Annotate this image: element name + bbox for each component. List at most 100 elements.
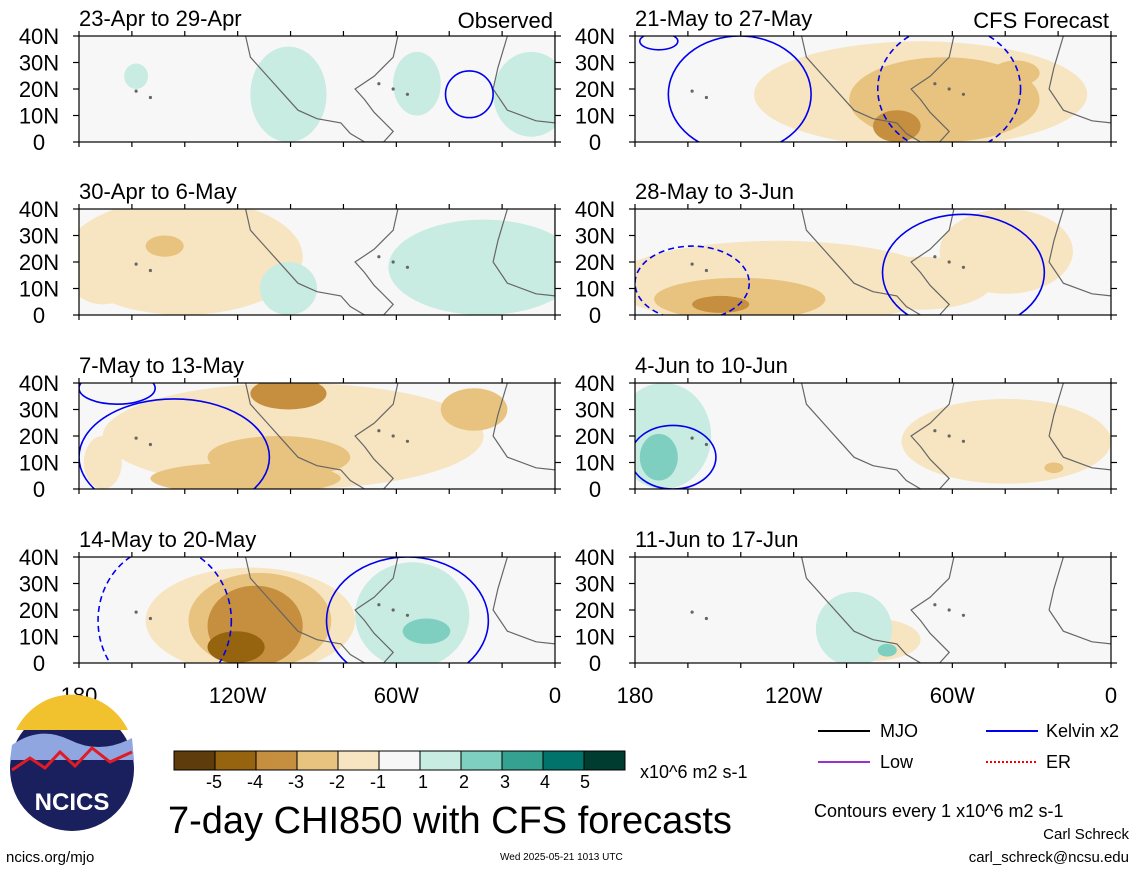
coastline-americas: [801, 557, 955, 663]
footer-email: carl_schreck@ncsu.edu: [968, 849, 1129, 866]
island: [933, 603, 937, 607]
anomaly-shading: [207, 631, 265, 663]
island: [134, 610, 138, 614]
colorbar-swatch: [583, 750, 626, 771]
island: [961, 613, 966, 617]
island: [391, 87, 395, 91]
island: [134, 436, 138, 440]
map-field: [635, 383, 1111, 489]
y-tick-label: 40N: [19, 197, 59, 222]
colorbar-tick-label: -3: [288, 772, 305, 792]
panel-title: 11-Jun to 17-Jun: [635, 527, 798, 552]
panel-title: 21-May to 27-May: [635, 6, 812, 31]
legend-label-kelvin: Kelvin x2: [1046, 721, 1120, 741]
kelvin-contour: [635, 424, 717, 489]
panel-tag: Observed: [458, 8, 553, 33]
island: [134, 262, 138, 266]
island: [148, 442, 152, 447]
y-tick-label: 20N: [19, 424, 59, 449]
legend-label-mjo: MJO: [880, 721, 918, 741]
anomaly-shading: [388, 219, 555, 315]
coastline-africa: [1048, 383, 1111, 471]
y-tick-label: 10N: [575, 104, 615, 129]
coastline-africa: [1048, 557, 1111, 645]
island: [148, 95, 152, 100]
anomaly-shading: [145, 235, 184, 257]
anomaly-shading: [79, 209, 303, 315]
island: [391, 434, 395, 438]
colorbar-units: x10^6 m2 s-1: [640, 762, 748, 782]
colorbar-swatch: [460, 750, 503, 771]
y-tick-label: 0: [589, 130, 601, 155]
coastline-africa: [492, 209, 555, 297]
anomaly-shading: [83, 436, 122, 489]
coastline-africa: [1048, 209, 1111, 297]
island: [405, 92, 410, 96]
x-tick-label: 60W: [374, 683, 419, 708]
coastline-africa: [1048, 36, 1111, 124]
y-tick-label: 20N: [19, 598, 59, 623]
y-tick-label: 20N: [575, 424, 615, 449]
colorbar-swatch: [173, 750, 216, 771]
y-tick-label: 20N: [575, 598, 615, 623]
x-tick-label: 0: [549, 683, 561, 708]
island: [947, 434, 951, 438]
island: [961, 92, 966, 96]
footer-url: ncics.org/mjo: [6, 849, 95, 866]
colorbar-tick-label: -1: [370, 772, 387, 792]
island: [148, 268, 152, 273]
colorbar-swatch: [501, 750, 544, 771]
colorbar-tick-label: 1: [418, 772, 429, 792]
island: [391, 260, 395, 264]
colorbar-swatch: [255, 750, 298, 771]
anomaly-shading: [259, 262, 317, 315]
island: [704, 442, 709, 447]
kelvin-contour: [325, 557, 490, 663]
island: [933, 429, 937, 433]
y-tick-label: 30N: [19, 572, 59, 597]
y-tick-label: 10N: [575, 625, 615, 650]
colorbar-tick-label: -2: [329, 772, 346, 792]
anomaly-shading: [250, 46, 327, 142]
panel-title: 14-May to 20-May: [79, 527, 256, 552]
anomaly-shading: [639, 433, 678, 481]
island: [690, 89, 694, 93]
coastline-americas: [245, 557, 399, 663]
y-tick-label: 0: [33, 477, 45, 502]
coastline-americas: [245, 209, 399, 315]
anomaly-shading: [355, 562, 470, 663]
legend-label-low: Low: [880, 752, 914, 772]
y-tick-label: 0: [33, 303, 45, 328]
panel-title: 4-Jun to 10-Jun: [635, 353, 788, 378]
island: [933, 82, 937, 86]
y-tick-label: 40N: [19, 24, 59, 49]
y-tick-label: 0: [33, 651, 45, 676]
island: [377, 429, 381, 433]
island: [377, 82, 381, 86]
kelvin-contour: [444, 70, 494, 119]
anomaly-shading: [692, 295, 750, 313]
kelvin-contour: [635, 245, 751, 315]
y-tick-label: 30N: [575, 572, 615, 597]
footer-author: Carl Schreck: [1043, 826, 1129, 843]
coastline-americas: [801, 383, 955, 489]
y-tick-label: 10N: [575, 277, 615, 302]
island: [704, 268, 709, 273]
y-tick-label: 40N: [575, 545, 615, 570]
island: [690, 436, 694, 440]
island: [947, 260, 951, 264]
anomaly-shading: [402, 618, 451, 644]
island: [961, 439, 966, 443]
y-tick-label: 10N: [575, 451, 615, 476]
x-tick-label: 0: [1105, 683, 1117, 708]
colorbar-tick-label: 5: [580, 772, 591, 792]
island: [947, 608, 951, 612]
y-tick-label: 40N: [19, 545, 59, 570]
y-tick-label: 30N: [19, 224, 59, 249]
